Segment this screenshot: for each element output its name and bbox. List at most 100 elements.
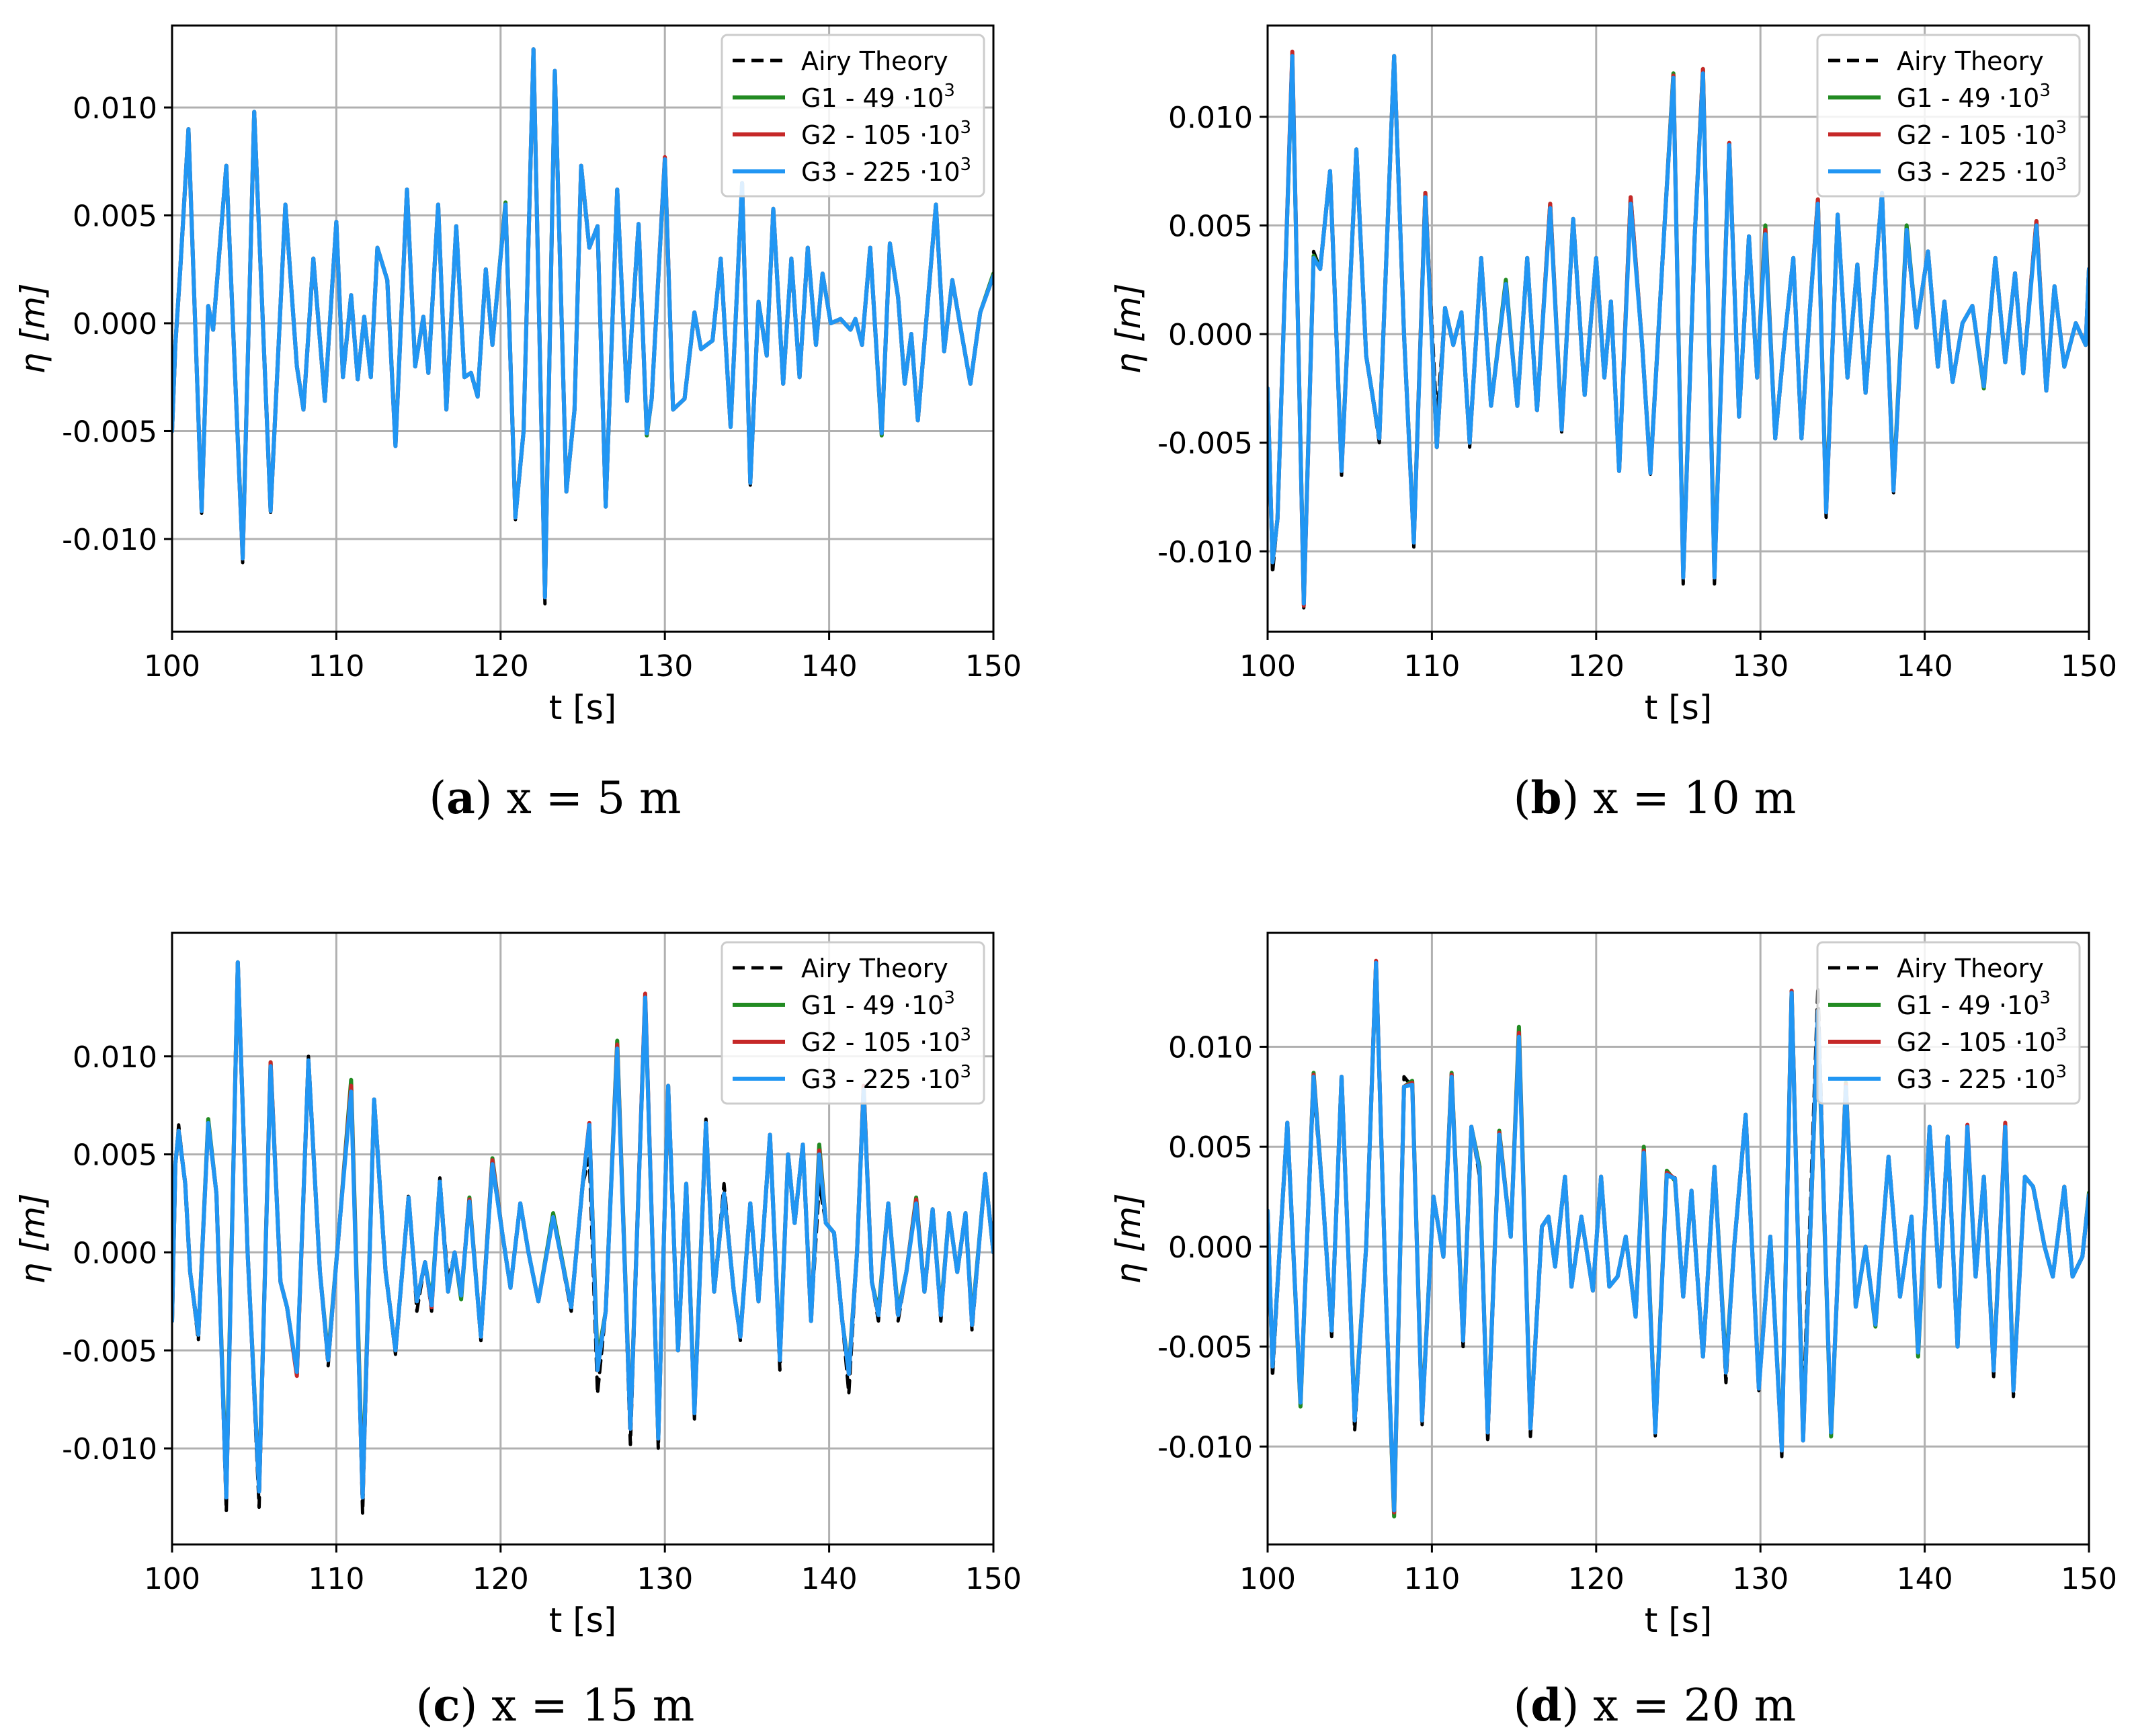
y-tick-label: 0.000 [1168, 318, 1253, 352]
axes-frame [171, 24, 995, 633]
y-tick-label: -0.005 [62, 1334, 157, 1368]
y-tick-label: 0.005 [73, 1139, 157, 1173]
x-axis-label: t [s] [549, 688, 617, 727]
x-tick-label: 110 [1403, 1562, 1460, 1596]
y-tick-label: 0.010 [1168, 1031, 1253, 1065]
caption-text: ) x = 15 m [460, 1680, 695, 1731]
caption-letter: a [446, 772, 475, 824]
chart-panel-c: 100 110 120 130 140 150 -0.010 -0.005 0.000 0.005… [13, 932, 1022, 1731]
legend-label: Airy Theory [801, 954, 948, 983]
axes-frame [1266, 932, 2090, 1546]
legend-label-text: G3 - 225 ·10 [801, 1065, 960, 1094]
legend-exponent: 3 [2056, 155, 2067, 175]
caption-letter: d [1530, 1679, 1561, 1731]
legend-label-text: Airy Theory [801, 954, 948, 983]
y-tick-label: -0.010 [1157, 535, 1253, 569]
x-tick-label: 130 [1732, 1562, 1789, 1596]
series-line-g3 [172, 47, 993, 600]
series-group [172, 960, 993, 1515]
x-tick-label: 130 [1732, 649, 1789, 684]
series-line-g3 [1268, 960, 2089, 1513]
x-tick-label: 100 [144, 649, 200, 684]
x-axis-label: t [s] [549, 1601, 617, 1640]
chart-panel-b: 100 110 120 130 140 150 -0.010 -0.005 0.000 0.005… [1109, 24, 2117, 824]
legend-frame [721, 941, 985, 1105]
x-tick-label: 140 [1897, 649, 1953, 684]
legend-label: G2 - 105 ·103 [801, 118, 971, 150]
legend-frame [1816, 941, 2081, 1105]
x-tick-label: 120 [1568, 1562, 1625, 1596]
legend-exponent: 3 [2056, 1025, 2067, 1045]
x-tick-label: 120 [473, 1562, 529, 1596]
x-tick-label: 140 [1897, 1562, 1953, 1596]
x-tick-label: 110 [308, 1562, 364, 1596]
legend-label: G1 - 49 ·103 [1897, 81, 2051, 113]
caption-text: ) x = 10 m [1562, 772, 1797, 824]
legend-label-text: G1 - 49 ·10 [1897, 991, 2039, 1020]
x-tick-label: 150 [965, 1562, 1022, 1596]
legend-exponent: 3 [960, 155, 972, 175]
legend-label: G3 - 225 ·103 [1897, 1062, 2067, 1094]
x-tick-label: 110 [1403, 649, 1460, 684]
x-axis-label: t [s] [1645, 688, 1713, 727]
legend-label: G1 - 49 ·103 [1897, 988, 2051, 1020]
x-tick-label: 150 [2061, 1562, 2117, 1596]
legend-label-text: Airy Theory [801, 46, 948, 76]
legend-label-text: G3 - 225 ·10 [1897, 1065, 2056, 1094]
legend-label-text: G1 - 49 ·10 [1897, 83, 2039, 113]
y-tick-label: 0.000 [1168, 1231, 1253, 1265]
legend-exponent: 3 [2056, 1062, 2067, 1082]
legend-label-text: G2 - 105 ·10 [1897, 120, 2056, 150]
x-axis-label: t [s] [1645, 1601, 1713, 1640]
legend-label-text: G3 - 225 ·10 [1897, 157, 2056, 187]
legend-label: G1 - 49 ·103 [801, 988, 955, 1020]
x-tick-label: 140 [801, 1562, 858, 1596]
legend-exponent: 3 [944, 81, 955, 101]
legend-exponent: 3 [960, 1025, 972, 1045]
legend-label-text: G2 - 105 ·10 [1897, 1028, 2056, 1057]
legend-label-text: G1 - 49 ·10 [801, 83, 944, 113]
x-tick-label: 150 [965, 649, 1022, 684]
legend-label-text: G2 - 105 ·10 [801, 1028, 960, 1057]
y-tick-label: -0.005 [1157, 427, 1253, 461]
legend-label: Airy Theory [801, 46, 948, 76]
y-tick-label: 0.005 [1168, 1130, 1253, 1165]
legend-label-text: G1 - 49 ·10 [801, 991, 944, 1020]
chart-panel-d: 100 110 120 130 140 150 -0.010 -0.005 0.000 0.005… [1109, 932, 2117, 1731]
x-tick-label: 130 [637, 1562, 693, 1596]
x-tick-label: 150 [2061, 649, 2117, 684]
x-tick-label: 100 [144, 1562, 200, 1596]
x-tick-label: 100 [1239, 649, 1296, 684]
y-tick-label: -0.010 [62, 523, 157, 557]
caption-open-paren: ( [1514, 772, 1531, 824]
x-tick-label: 110 [308, 649, 364, 684]
legend-exponent: 3 [960, 118, 972, 138]
legend-label: G3 - 225 ·103 [1897, 155, 2067, 187]
x-tick-label: 140 [801, 649, 858, 684]
y-tick-label: -0.010 [62, 1432, 157, 1466]
legend-label: G1 - 49 ·103 [801, 81, 955, 113]
legend-frame [1816, 34, 2081, 198]
legend-exponent: 3 [2039, 988, 2051, 1008]
caption-text: ) x = 5 m [475, 772, 682, 824]
legend-label: Airy Theory [1897, 46, 2044, 76]
caption-letter: b [1530, 772, 1561, 824]
caption-text: ) x = 20 m [1562, 1680, 1797, 1731]
series-group [172, 47, 993, 606]
y-axis-label: η [m] [13, 1193, 52, 1284]
axes-frame [1266, 24, 2090, 633]
caption-open-paren: ( [416, 1680, 434, 1731]
axes-frame [171, 932, 995, 1546]
legend-exponent: 3 [960, 1062, 972, 1082]
legend-label-text: Airy Theory [1897, 954, 2044, 983]
y-tick-label: 0.000 [73, 1236, 157, 1270]
panel-caption: (a) x = 5 m [429, 772, 681, 824]
series-group [1268, 49, 2089, 610]
caption-open-paren: ( [429, 772, 446, 824]
series-group [1268, 958, 2089, 1519]
chart-panel-a: 100 110 120 130 140 150 -0.010 -0.005 0.000 0.005… [13, 24, 1022, 824]
y-tick-label: 0.005 [1168, 209, 1253, 243]
legend-label: Airy Theory [1897, 954, 2044, 983]
panel-caption: (d) x = 20 m [1514, 1679, 1797, 1731]
